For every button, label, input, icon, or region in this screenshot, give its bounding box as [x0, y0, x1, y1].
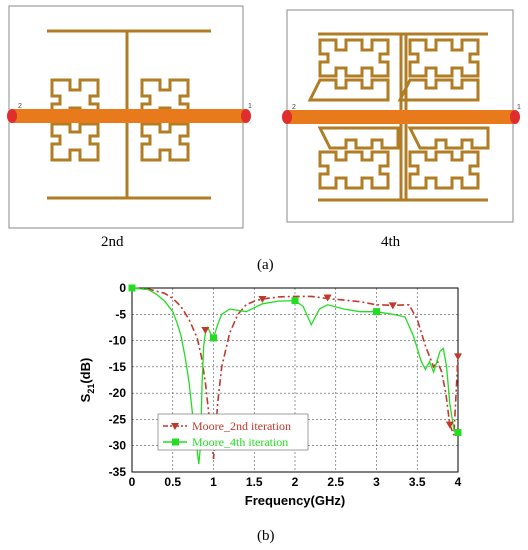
series-marker-2 — [210, 334, 217, 342]
caption-4th: 4th — [381, 234, 401, 250]
port-1-marker-right — [510, 110, 520, 124]
series-marker-1 — [201, 327, 210, 335]
x-tick-label: 3 — [373, 475, 380, 489]
series-marker-1 — [445, 421, 454, 429]
port-2-label-right: 2 — [292, 104, 296, 111]
series-marker-1 — [388, 302, 397, 310]
feed-line-4th — [287, 110, 515, 124]
legend-label: Moore_4th iteration — [192, 435, 288, 449]
x-tick-label: 2.5 — [327, 475, 344, 489]
port-2-label-left: 2 — [18, 103, 22, 110]
legend-label: Moore_2nd iteration — [192, 419, 291, 433]
series-line-1 — [131, 287, 459, 459]
y-tick-label: -25 — [109, 412, 127, 426]
series-marker-2 — [291, 297, 299, 305]
sublabel-b: (b) — [257, 528, 275, 544]
series-marker-1 — [323, 294, 332, 302]
x-tick-label: 2 — [292, 475, 299, 489]
chart-ticks: 0 0.5 1 1.5 2 2.5 3 3.5 4 0 -5 -10 -15 -20 -25 -30 -35 — [109, 281, 462, 489]
port-1-label-left: 1 — [248, 103, 252, 110]
panel-a-figure: 2 1 2 1 — [7, 5, 521, 229]
chart-series — [131, 287, 459, 465]
y-axis-label: S21(dB) — [78, 358, 96, 403]
y-tick-label: -5 — [115, 307, 126, 321]
chart-axes — [131, 287, 459, 473]
chart-markers — [128, 284, 462, 437]
legend-box — [157, 413, 309, 451]
y-tick-label: -20 — [109, 386, 127, 400]
x-axis-label: Frequency(GHz) — [245, 493, 345, 508]
y-tick-label: -15 — [109, 360, 127, 374]
y-tick-label: -30 — [109, 439, 127, 453]
port-2-marker-left — [7, 109, 17, 123]
x-tick-label: 4 — [455, 475, 462, 489]
port-2-marker-right — [282, 110, 292, 124]
x-tick-label: 3.5 — [409, 475, 426, 489]
series-marker-1 — [454, 353, 462, 361]
chart-legend: Moore_2nd iteration Moore_4th iteration — [157, 413, 309, 451]
series-marker-2 — [454, 429, 462, 437]
x-tick-label: 0.5 — [164, 475, 181, 489]
y-tick-label: 0 — [119, 281, 126, 295]
y-tick-label: -10 — [109, 334, 127, 348]
s21-chart: 0 0.5 1 1.5 2 2.5 3 3.5 4 0 -5 -10 -15 -20 -25 -30 -35 S… — [78, 281, 462, 508]
port-1-marker-left — [241, 109, 251, 123]
legend-swatch-marker — [171, 423, 179, 430]
x-tick-label: 0 — [129, 475, 136, 489]
series-line-2 — [131, 287, 459, 465]
series-marker-2 — [128, 284, 136, 292]
plot-frame — [131, 287, 459, 473]
x-tick-label: 1 — [210, 475, 217, 489]
series-marker-1 — [258, 296, 267, 304]
legend-swatch-marker — [172, 438, 179, 446]
feed-line-2nd — [13, 109, 245, 123]
series-marker-2 — [373, 308, 380, 316]
sublabel-a: (a) — [257, 257, 274, 273]
y-tick-label: -35 — [109, 465, 127, 479]
x-tick-label: 1.5 — [246, 475, 263, 489]
caption-2nd: 2nd — [101, 234, 124, 250]
port-1-label-right: 1 — [517, 104, 521, 111]
